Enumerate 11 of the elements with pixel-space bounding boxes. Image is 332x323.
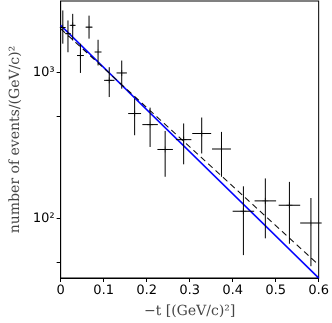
x-axis-title: −t [(GeV/c)²] [144,303,236,319]
y-tick-label: 10² [32,210,55,226]
x-tick-label: 0.1 [93,283,114,298]
x-tick-label: 0 [56,283,65,298]
x-tick-label: 0.3 [179,283,200,298]
x-tick-label: 0.5 [265,283,286,298]
x-tick-label: 0.4 [222,283,244,298]
y-axis-title: number of events/(GeV/c)² [7,46,23,234]
x-tick-label: 0.6 [308,283,330,298]
y-tick-label: 10³ [32,65,55,80]
x-tick-label: 0.2 [136,283,157,298]
